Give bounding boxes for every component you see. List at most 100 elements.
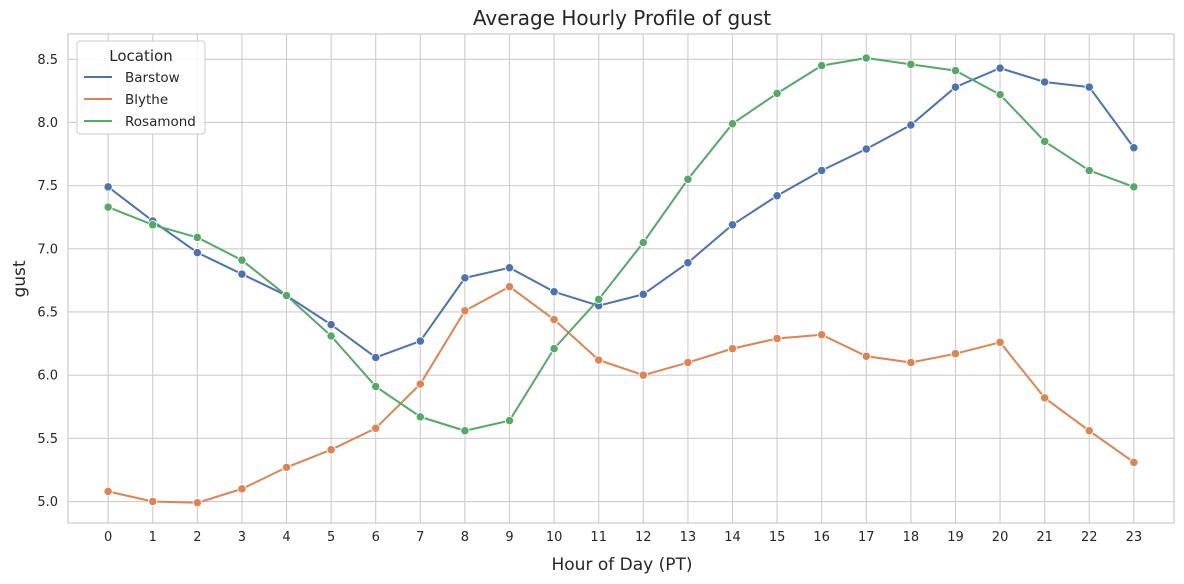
y-tick-label: 5.0 [37, 495, 58, 510]
y-tick-labels: 5.0 5.5 6.0 6.5 7.0 7.5 8.0 8.5 [37, 53, 58, 510]
series-line-rosamond [107, 57, 1135, 432]
x-tick-label: 13 [680, 530, 697, 545]
series-line-barstow [107, 67, 1135, 359]
y-tick-label: 7.5 [37, 179, 58, 194]
data-point-blythe [995, 337, 1005, 347]
data-point-blythe [683, 357, 693, 368]
x-tick-label: 5 [327, 530, 335, 545]
data-point-barstow [906, 120, 916, 130]
data-point-barstow [415, 336, 425, 346]
legend-label-barstow: Barstow [125, 70, 180, 86]
data-point-rosamond [950, 65, 961, 76]
data-point-barstow [1129, 143, 1139, 153]
data-point-rosamond [772, 88, 782, 99]
data-point-rosamond [1084, 165, 1094, 176]
data-point-blythe [817, 330, 827, 340]
data-point-barstow [727, 220, 738, 230]
data-point-blythe [861, 351, 871, 361]
data-point-rosamond [995, 90, 1005, 100]
data-point-rosamond [504, 416, 515, 426]
x-tick-label: 2 [193, 530, 201, 545]
data-point-barstow [683, 258, 693, 268]
legend-item-rosamond: Rosamond [84, 114, 196, 130]
data-point-barstow [638, 289, 648, 299]
x-tick-label: 15 [769, 530, 786, 545]
data-point-blythe [638, 370, 648, 380]
legend-item-blythe: Blythe [84, 92, 168, 108]
data-point-barstow [103, 182, 113, 192]
data-point-rosamond [1129, 182, 1139, 192]
x-tick-label: 22 [1081, 530, 1098, 545]
series-line-blythe [107, 285, 1135, 504]
legend-title: Location [109, 47, 172, 65]
data-point-blythe [103, 486, 113, 497]
y-tick-label: 6.0 [37, 369, 58, 384]
plot-background [68, 34, 1174, 523]
data-point-blythe [415, 379, 425, 389]
data-point-blythe [549, 314, 559, 325]
data-point-blythe [460, 306, 470, 316]
x-tick-label: 1 [149, 530, 157, 545]
x-tick-label: 9 [505, 530, 513, 545]
data-point-blythe [950, 349, 961, 359]
legend-items: Barstow Blythe Rosamond [84, 70, 196, 130]
data-point-blythe [727, 343, 738, 354]
data-point-barstow [504, 263, 515, 273]
data-point-rosamond [906, 59, 916, 69]
series-rosamond [103, 53, 1139, 436]
y-tick-label: 8.5 [37, 53, 58, 68]
data-point-rosamond [326, 331, 336, 341]
data-point-barstow [1084, 82, 1094, 92]
y-axis-label: gust [10, 260, 30, 297]
grid-lines [68, 34, 1174, 523]
data-point-blythe [237, 484, 247, 494]
data-point-blythe [594, 355, 604, 365]
data-point-rosamond [415, 412, 425, 422]
data-point-barstow [192, 247, 202, 258]
data-point-blythe [192, 498, 202, 508]
data-point-barstow [817, 165, 827, 176]
x-tick-label: 0 [104, 530, 112, 545]
x-tick-label: 6 [372, 530, 380, 545]
x-tick-label: 16 [813, 530, 830, 545]
legend: Location Barstow Blythe Rosamond [76, 40, 206, 135]
data-point-rosamond [281, 290, 292, 301]
series-blythe [103, 282, 1139, 508]
data-point-barstow [371, 352, 381, 363]
data-point-blythe [326, 445, 336, 455]
x-tick-label: 20 [992, 530, 1009, 545]
x-tick-label: 4 [282, 530, 290, 545]
x-tick-label: 11 [590, 530, 607, 545]
x-tick-label: 14 [724, 530, 741, 545]
data-point-rosamond [638, 237, 648, 248]
data-point-rosamond [594, 294, 604, 304]
data-point-barstow [237, 269, 247, 279]
x-tick-label: 17 [858, 530, 875, 545]
data-point-rosamond [683, 174, 693, 184]
y-tick-label: 8.0 [37, 116, 58, 131]
data-point-blythe [1040, 393, 1050, 403]
legend-label-rosamond: Rosamond [125, 114, 196, 130]
data-point-barstow [861, 144, 871, 154]
data-point-rosamond [192, 232, 202, 243]
data-point-blythe [772, 333, 782, 344]
plot-frame [67, 33, 1175, 524]
x-tick-label: 12 [635, 530, 652, 545]
legend-label-blythe: Blythe [125, 92, 168, 108]
x-tick-labels: 0 1 2 3 4 5 6 7 8 9 10 11 12 13 14 15 16 17 18 19 20 21 22 23 [104, 530, 1142, 545]
data-point-rosamond [727, 119, 738, 129]
data-point-barstow [995, 63, 1005, 73]
data-point-blythe [1129, 457, 1139, 467]
data-point-barstow [460, 273, 470, 283]
x-tick-label: 23 [1126, 530, 1143, 545]
x-tick-label: 19 [947, 530, 964, 545]
data-point-barstow [326, 319, 336, 330]
chart-title: Average Hourly Profile of gust [473, 6, 771, 30]
data-point-rosamond [1040, 136, 1050, 147]
data-point-rosamond [371, 381, 381, 392]
x-axis-label: Hour of Day (PT) [551, 555, 692, 575]
data-point-rosamond [549, 343, 559, 354]
data-point-rosamond [861, 53, 871, 63]
x-tick-label: 10 [546, 530, 563, 545]
